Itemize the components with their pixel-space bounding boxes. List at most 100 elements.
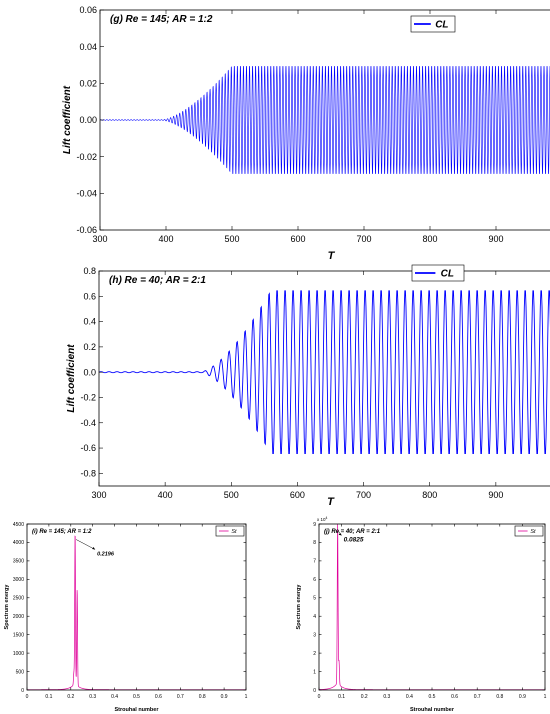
y-tick-label: 1000 [13,651,24,657]
panel-label: (g) Re = 145; AR = 1:2 [110,14,213,25]
series-line-CL [100,66,550,174]
x-tick-label: 400 [158,234,173,244]
x-tick-label: 900 [488,234,503,244]
axes-frame [318,523,546,691]
y-tick-label: 2500 [13,596,24,602]
x-tick-label: 0.1 [338,694,345,700]
y-tick-label: 8 [313,540,316,546]
legend: St [215,525,245,537]
x-tick-label: 1 [544,694,547,700]
chart-panel-3: 0 0.1 0.2 0.3 0.4 0.5 0.6 0.7 0.8 0.9 1 0 1 2 3 4 5 6 7 8 9x… [296,516,547,713]
x-tick-label: 800 [422,234,437,244]
y-tick-label: -0.04 [76,188,97,198]
legend-box [215,525,245,537]
y-tick-label: 2 [313,651,316,657]
x-tick-label: 0.5 [429,694,436,700]
series-line-St [319,524,545,690]
y-axis-label: Lift coefficient [66,344,77,413]
y-tick-label: 4 [313,614,316,620]
y-tick-label: -0.6 [80,443,96,453]
y-tick-label: 3 [313,632,316,638]
x-tick-label: 400 [158,490,173,500]
x-tick-label: 0.3 [89,694,96,700]
y-tick-label: 3500 [13,559,24,565]
panel-label: (j) Re = 40; AR = 2:1 [324,529,381,535]
x-tick-label: 0.5 [133,694,140,700]
y-tick-label: 1500 [13,632,24,638]
x-tick-label: 500 [224,490,239,500]
x-tick-label: 0.6 [155,694,162,700]
x-axis-label: Strouhal number [114,707,159,713]
axes-frame [98,270,550,487]
panel-label: (i) Re = 145; AR = 1:2 [32,529,92,535]
y-tick-label: 5 [313,596,316,602]
x-tick-label: 0.2 [361,694,368,700]
x-tick-label: 0.7 [177,694,184,700]
y-tick-label: 3000 [13,577,24,583]
y-axis-label: Spectrum energy [296,584,302,630]
y-tick-label: 0.2 [83,342,96,352]
x-tick-label: 800 [422,490,437,500]
x-tick-label: 700 [356,234,371,244]
y-tick-label: 2000 [13,614,24,620]
legend: CL [411,264,465,282]
x-tick-label: 0.7 [474,694,481,700]
y-tick-label: 0.6 [83,291,96,301]
x-axis-label: Strouhal number [410,707,455,713]
chart-panel-2: 0 0.1 0.2 0.3 0.4 0.5 0.6 0.7 0.8 0.9 1 0 500 1000 150… [4,522,248,713]
y-tick-label: 0.0 [83,367,96,377]
y-tick-label: 4000 [13,540,24,546]
y-tick-label: 0.04 [79,42,97,52]
x-tick-label: 900 [488,490,503,500]
x-tick-label: 0 [26,694,29,700]
panel-label: (h) Re = 40; AR = 2:1 [109,275,206,286]
y-tick-label: 0 [21,688,24,694]
y-tick-label: 4500 [13,522,24,528]
x-tick-label: 600 [290,234,305,244]
y-tick-label: -0.8 [80,469,96,479]
annotation-arrowhead [338,532,342,536]
y-tick-label: 0.4 [83,317,96,327]
x-tick-label: 0.1 [45,694,52,700]
y-tick-label: 0 [313,688,316,694]
x-tick-label: 0.6 [451,694,458,700]
series-line-CL [99,290,550,454]
legend-label: St [530,529,536,535]
annotation-arrow [75,539,96,550]
y-axis-label: Lift coefficient [62,85,73,154]
legend: CL [410,15,456,33]
x-tick-label: 500 [224,234,239,244]
x-tick-label: 0 [318,694,321,700]
y-tick-label: 0.02 [79,78,97,88]
y-tick-label: 7 [313,559,316,565]
series-line-St [27,535,246,690]
y-tick-label: 0.8 [83,266,96,276]
y-tick-label: 0.00 [79,115,97,125]
y-tick-label: 9 [313,522,316,528]
chart-panel-1: 3004005006007008009001000-0.8-0.6-0.4-0.… [66,264,550,508]
x-tick-label: 0.9 [519,694,526,700]
y-tick-label: 500 [16,669,25,675]
legend-box [410,15,456,33]
y-multiplier-exp: 4 [326,516,328,520]
y-multiplier-base: x 10 [317,517,326,522]
legend-box [411,264,465,282]
axes-frame [26,523,247,691]
x-tick-label: 600 [290,490,305,500]
legend-label: CL [435,20,448,31]
y-multiplier: x 104 [317,516,328,522]
x-tick-label: 300 [92,234,107,244]
y-tick-label: -0.02 [76,152,97,162]
y-tick-label: 1 [313,669,316,675]
x-tick-label: 0.4 [111,694,118,700]
y-tick-label: -0.2 [80,393,96,403]
y-axis-label: Spectrum energy [4,584,10,630]
annotation-arrowhead [92,546,96,550]
chart-panel-0: 3004005006007008009001000-0.06-0.04-0.02… [62,5,550,262]
x-tick-label: 0.2 [67,694,74,700]
legend-label: CL [441,269,454,280]
x-tick-label: 0.9 [221,694,228,700]
x-axis-label: T [328,250,336,262]
annotation-label: 0.0825 [344,536,364,543]
